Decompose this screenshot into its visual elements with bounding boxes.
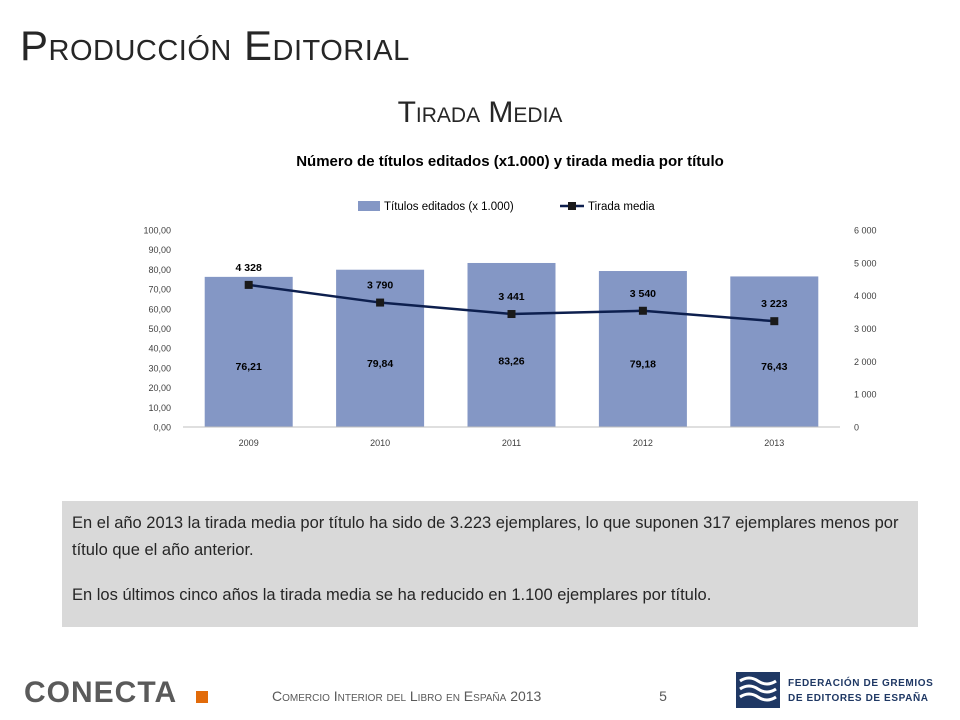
fge-emblem-icon xyxy=(736,672,780,713)
y-left-tick-label: 100,00 xyxy=(143,226,171,236)
y-right-tick-label: 1 000 xyxy=(854,390,877,400)
line-data-label: 4 328 xyxy=(236,262,262,274)
y-left-tick-label: 10,00 xyxy=(148,403,171,413)
fge-logo-text: FEDERACIÓN DE GREMIOS DE EDITORES DE ESP… xyxy=(788,676,933,706)
summary-paragraph-1: En el año 2013 la tirada media por títul… xyxy=(72,514,899,559)
y-left-tick-label: 40,00 xyxy=(148,344,171,354)
legend-label-tirada: Tirada media xyxy=(588,201,655,213)
page-number: 5 xyxy=(659,688,667,704)
conecta-logo-square xyxy=(196,691,208,703)
x-tick-label: 2010 xyxy=(370,438,390,448)
conecta-logo-text: CONECTA xyxy=(24,676,177,706)
conecta-logo: CONECTA xyxy=(24,676,214,711)
y-left-tick-label: 20,00 xyxy=(148,383,171,393)
y-right-tick-label: 2 000 xyxy=(854,357,877,367)
line-data-label: 3 441 xyxy=(498,291,524,303)
combo-chart: Títulos editados (x 1.000) Tirada media 0,… xyxy=(143,201,877,448)
y-right-tick-label: 3 000 xyxy=(854,324,877,334)
line-marker-tirada xyxy=(770,317,779,326)
slide-title: Producción Editorial xyxy=(20,22,410,69)
bar-data-label: 79,18 xyxy=(630,359,656,371)
line-data-label: 3 790 xyxy=(367,280,393,292)
x-tick-label: 2013 xyxy=(764,438,784,448)
line-marker-tirada xyxy=(638,306,647,315)
bar-titulos xyxy=(598,271,687,427)
y-left-tick-label: 60,00 xyxy=(148,304,171,314)
bar-data-label: 76,21 xyxy=(236,361,262,373)
y-right-tick-label: 6 000 xyxy=(854,226,877,236)
line-marker-tirada xyxy=(507,310,516,319)
line-marker-tirada xyxy=(376,298,385,307)
y-right-tick-label: 4 000 xyxy=(854,291,877,301)
legend-label-titulos: Títulos editados (x 1.000) xyxy=(384,201,514,213)
legend-swatch-titulos xyxy=(358,201,380,211)
bar-titulos xyxy=(336,269,425,427)
section-title: Tirada Media xyxy=(397,96,563,129)
y-right-tick-label: 5 000 xyxy=(854,258,877,268)
y-left-tick-label: 80,00 xyxy=(148,265,171,275)
y-left-tick-label: 70,00 xyxy=(148,285,171,295)
line-marker-tirada xyxy=(244,280,253,289)
footer-text: Comercio Interior del Libro en España 20… xyxy=(272,688,542,704)
bar-titulos xyxy=(467,262,556,427)
bar-data-label: 79,84 xyxy=(367,358,393,370)
summary-note: En el año 2013 la tirada media por títul… xyxy=(62,501,918,627)
bar-data-label: 83,26 xyxy=(498,356,524,368)
line-data-label: 3 540 xyxy=(630,288,656,300)
summary-paragraph-2: En los últimos cinco años la tirada medi… xyxy=(72,586,712,604)
fge-line-2: DE EDITORES DE ESPAÑA xyxy=(788,693,929,704)
x-tick-label: 2009 xyxy=(239,438,259,448)
x-tick-label: 2011 xyxy=(502,438,521,448)
bar-titulos xyxy=(730,276,819,427)
y-left-tick-label: 30,00 xyxy=(148,363,171,373)
bar-data-label: 76,43 xyxy=(761,361,787,373)
y-left-tick-label: 90,00 xyxy=(148,245,171,255)
legend-marker-tirada xyxy=(568,202,576,210)
chart-title: Número de títulos editados (x1.000) y ti… xyxy=(296,153,724,170)
y-left-tick-label: 50,00 xyxy=(148,324,171,334)
line-data-label: 3 223 xyxy=(761,298,787,310)
x-tick-label: 2012 xyxy=(633,438,653,448)
bar-titulos xyxy=(204,276,293,427)
y-right-tick-label: 0 xyxy=(854,423,859,433)
fge-line-1: FEDERACIÓN DE GREMIOS xyxy=(788,678,934,689)
y-left-tick-label: 0,00 xyxy=(153,423,171,433)
